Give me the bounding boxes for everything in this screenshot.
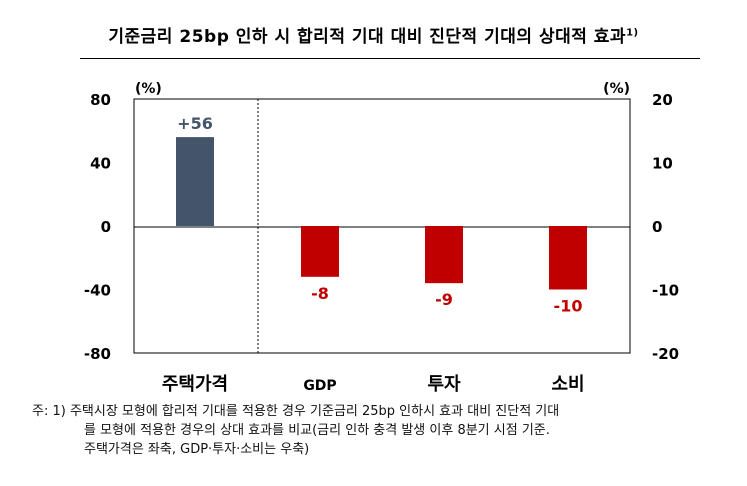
category-label: 투자	[427, 374, 461, 395]
bar	[425, 226, 463, 284]
bar-chart: (%) (%) +56 -8 -9 -10 80 40 0 -40 -80 20 10 0 -10 -2…	[84, 81, 679, 395]
data-label: -8	[311, 284, 329, 303]
footnote-line-2: 를 모형에 적용한 경우의 상대 효과를 비교(금리 인하 충격 발생 이후 8…	[84, 423, 550, 438]
data-label: -10	[554, 297, 583, 316]
footnote: 주: 1) 주택시장 모형에 합리적 기대를 적용한 경우 기준금리 25bp …	[32, 402, 744, 459]
left-tick-label: 40	[90, 155, 111, 173]
left-tick-label: -40	[84, 282, 111, 300]
left-tick-label: -80	[84, 345, 111, 363]
chart-title: 기준금리 25bp 인하 시 합리적 기대 대비 진단적 기대의 상대적 효과1…	[0, 22, 747, 47]
category-label: GDP	[303, 378, 336, 394]
right-axis-unit: (%)	[603, 81, 630, 97]
bar	[301, 226, 339, 277]
left-axis-unit: (%)	[135, 81, 162, 97]
right-tick-label: 20	[652, 91, 673, 109]
title-underline	[80, 58, 700, 59]
title-footnote-mark: 1)	[626, 27, 639, 39]
right-tick-label: -20	[652, 345, 679, 363]
category-label: 주택가격	[162, 374, 228, 395]
right-tick-label: 10	[652, 155, 673, 173]
chart-title-text: 기준금리 25bp 인하 시 합리적 기대 대비 진단적 기대의 상대적 효과	[108, 27, 627, 47]
left-tick-label: 0	[101, 218, 111, 236]
plot-frame	[133, 98, 631, 354]
right-tick-label: -10	[652, 282, 679, 300]
bar	[549, 226, 587, 290]
category-label: 소비	[551, 374, 584, 395]
left-tick-label: 80	[90, 91, 111, 109]
footnote-line-1: 주: 1) 주택시장 모형에 합리적 기대를 적용한 경우 기준금리 25bp …	[32, 404, 560, 419]
data-label: +56	[177, 114, 213, 133]
bar	[176, 137, 214, 226]
data-label: -9	[435, 290, 453, 309]
right-tick-label: 0	[652, 218, 662, 236]
footnote-line-3: 주택가격은 좌축, GDP·투자·소비는 우축)	[84, 442, 310, 457]
